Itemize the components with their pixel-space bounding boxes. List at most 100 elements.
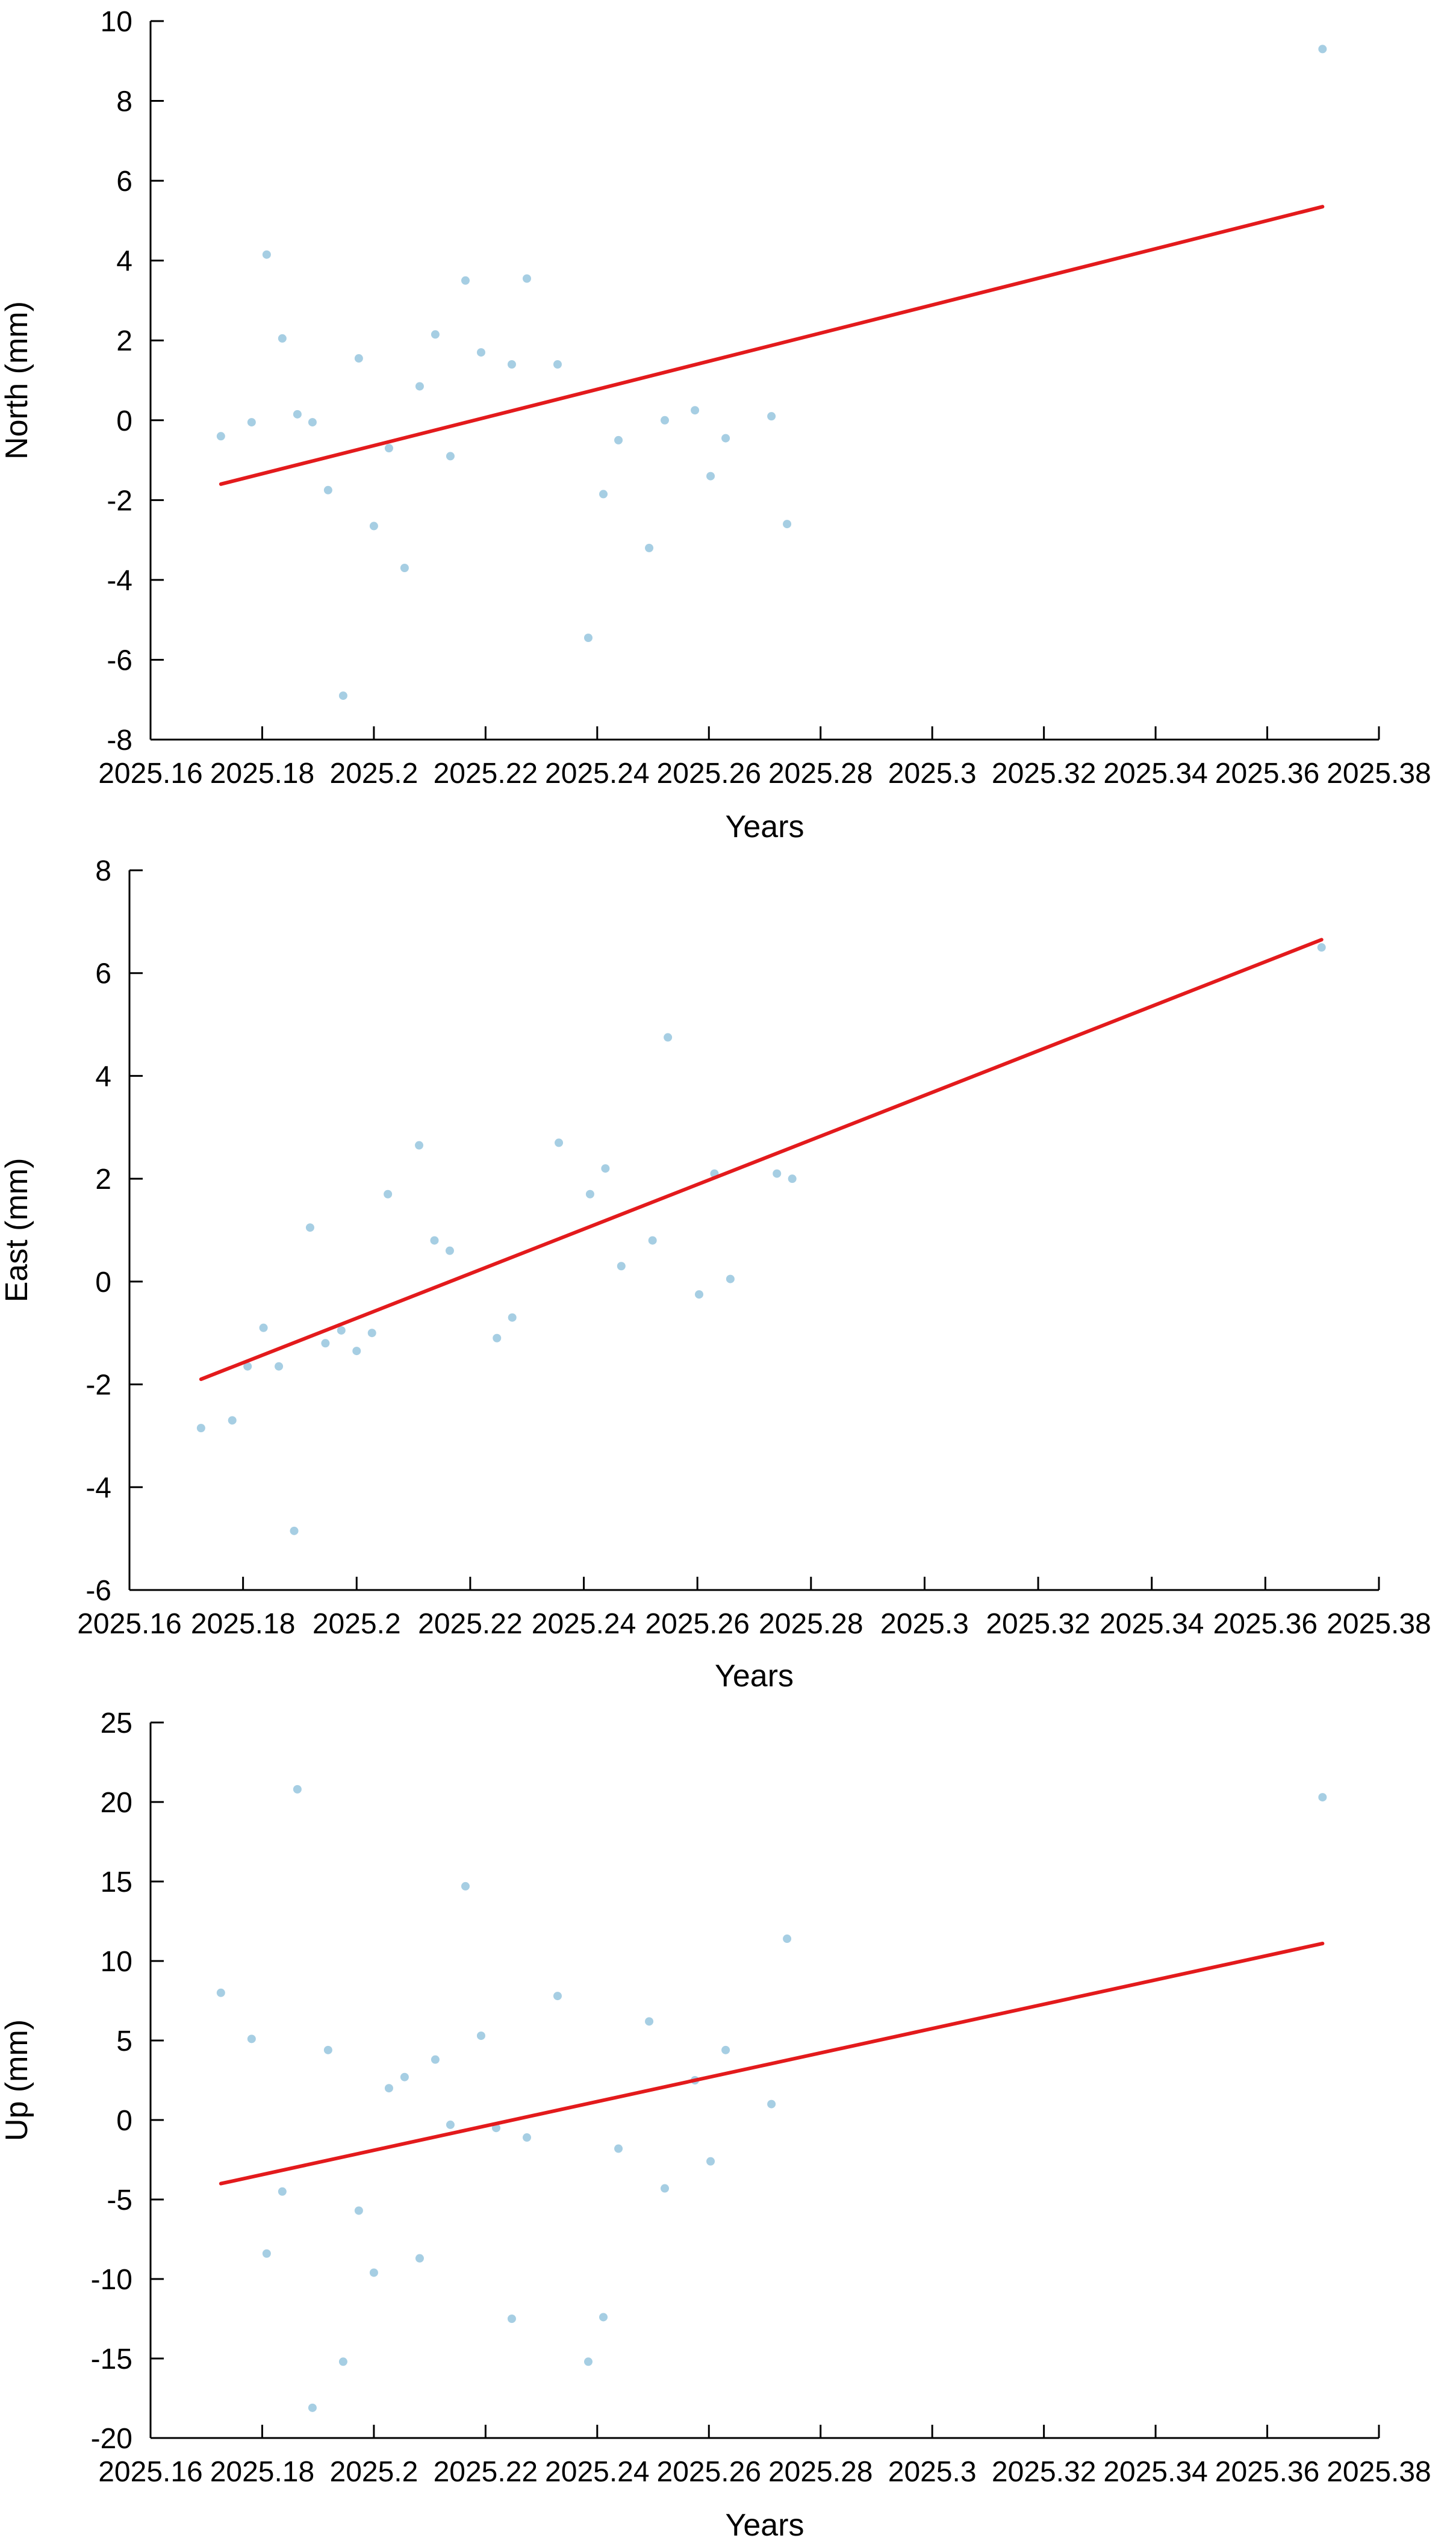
data-point	[726, 1274, 735, 1283]
data-point	[384, 444, 393, 453]
x-tick-label: 2025.38	[1327, 758, 1431, 790]
data-point	[337, 1326, 346, 1335]
y-tick-label: -4	[107, 565, 132, 597]
data-point	[247, 418, 256, 427]
data-point	[461, 276, 470, 285]
x-tick-label: 2025.2	[313, 1608, 401, 1640]
data-point	[1317, 943, 1326, 952]
x-tick-label: 2025.26	[645, 1608, 750, 1640]
data-point	[338, 2357, 347, 2366]
y-tick-label: -2	[86, 1370, 111, 1401]
x-tick-label: 2025.18	[210, 758, 315, 790]
data-point	[228, 1416, 237, 1425]
x-tick-label: 2025.28	[768, 2456, 873, 2488]
y-tick-label: -6	[86, 1575, 111, 1607]
trend-line	[199, 938, 1324, 1382]
x-tick-label: 2025.36	[1215, 758, 1320, 790]
x-tick-label: 2025.18	[191, 1608, 296, 1640]
data-point	[553, 360, 562, 369]
chart-panel-2: -20 -15 -10 -5 0 5 10 15 20 25 2025.16 2025.18 2025.…	[0, 1707, 1431, 2543]
data-point	[695, 1290, 704, 1299]
y-tick-label: -4	[86, 1472, 111, 1504]
data-point	[259, 1323, 268, 1332]
data-point	[354, 2206, 363, 2215]
data-point	[354, 354, 363, 363]
x-tick-label: 2025.22	[434, 2456, 538, 2488]
data-point	[293, 410, 302, 419]
data-point	[305, 1223, 314, 1232]
data-point	[323, 2045, 332, 2054]
y-tick-label: 4	[116, 246, 132, 278]
data-point	[415, 382, 424, 391]
y-axis-label: Up (mm)	[0, 2019, 34, 2141]
data-point	[522, 274, 531, 283]
data-point	[508, 1313, 517, 1322]
data-point	[617, 1262, 626, 1271]
x-tick-label: 2025.28	[759, 1608, 863, 1640]
x-tick-label: 2025.22	[434, 758, 538, 790]
data-point	[645, 2017, 654, 2026]
x-tick-label: 2025.16	[77, 1608, 182, 1640]
data-point	[476, 2031, 485, 2040]
data-point	[262, 2249, 271, 2258]
y-axis-label: North (mm)	[0, 301, 34, 460]
data-point	[661, 416, 670, 425]
y-tick-label: 10	[101, 6, 132, 38]
x-tick-label: 2025.24	[545, 758, 650, 790]
x-tick-label: 2025.3	[888, 2456, 977, 2488]
data-point	[721, 2045, 730, 2054]
x-tick-label: 2025.18	[210, 2456, 315, 2488]
x-tick-label: 2025.22	[418, 1608, 523, 1640]
data-point	[583, 633, 593, 642]
data-point	[648, 1236, 657, 1245]
chart-panel-0: -8 -6 -4 -2 0 2 4 6 8 10 2025.16 2025.18 2025.2 2025.…	[0, 6, 1431, 844]
data-point	[599, 2313, 608, 2322]
data-point	[585, 1189, 594, 1199]
x-tick-label: 2025.34	[1103, 2456, 1208, 2488]
data-point	[431, 330, 440, 339]
data-point	[338, 691, 347, 700]
data-point	[555, 1138, 564, 1147]
data-point	[614, 435, 623, 444]
data-point	[476, 348, 485, 357]
data-point	[691, 406, 700, 415]
chart-panel-1: -6 -4 -2 0 2 4 6 8 2025.16 2025.18 2025.2 2025.22 20…	[0, 855, 1431, 1694]
data-point	[445, 1246, 454, 1255]
x-tick-label: 2025.16	[98, 2456, 203, 2488]
data-point	[583, 2357, 593, 2366]
x-tick-label: 2025.3	[888, 758, 977, 790]
data-point	[661, 2184, 670, 2193]
data-point	[664, 1033, 673, 1042]
data-point	[308, 2403, 317, 2412]
data-point	[400, 2072, 409, 2081]
data-point	[293, 1785, 302, 1794]
x-tick-label: 2025.32	[992, 2456, 1097, 2488]
data-point	[1318, 1793, 1327, 1802]
data-point	[767, 412, 776, 421]
y-tick-label: -5	[107, 2184, 132, 2216]
data-point	[1318, 45, 1327, 54]
data-point	[788, 1174, 797, 1183]
x-axis-label: Years	[725, 2508, 804, 2543]
data-point	[601, 1164, 610, 1173]
data-point	[446, 452, 455, 461]
data-point	[369, 522, 378, 531]
x-tick-label: 2025.24	[545, 2456, 650, 2488]
x-tick-label: 2025.3	[880, 1608, 969, 1640]
y-tick-label: 5	[116, 2025, 132, 2057]
y-tick-label: 4	[95, 1061, 111, 1093]
x-tick-label: 2025.2	[330, 2456, 418, 2488]
y-tick-label: 25	[101, 1707, 132, 1739]
data-point	[415, 1141, 424, 1150]
y-tick-label: 2	[95, 1164, 111, 1196]
data-point	[400, 564, 409, 573]
y-tick-label: 15	[101, 1866, 132, 1898]
y-tick-label: -6	[107, 644, 132, 676]
data-point	[384, 2084, 393, 2093]
x-tick-label: 2025.38	[1327, 2456, 1431, 2488]
data-point	[614, 2144, 623, 2153]
trend-line	[219, 205, 1325, 486]
y-tick-label: 6	[95, 958, 111, 990]
x-tick-label: 2025.36	[1213, 1608, 1318, 1640]
